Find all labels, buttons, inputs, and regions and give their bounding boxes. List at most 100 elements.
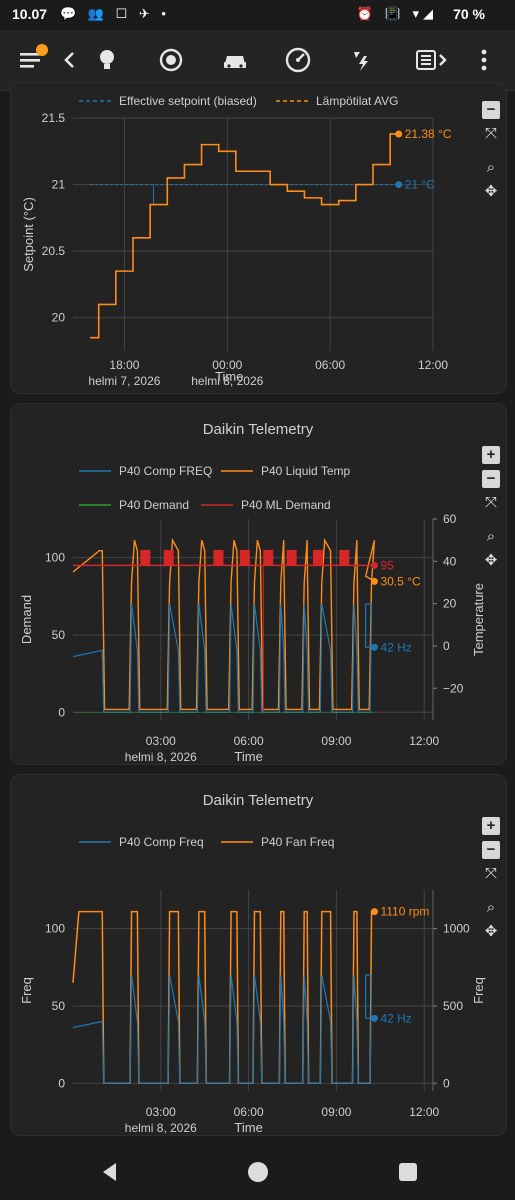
battery-level: 70 % [453, 6, 485, 22]
chevron-left-icon[interactable] [54, 44, 86, 76]
series-ml-demand-spike [339, 549, 350, 566]
chart-title: Daikin Telemetry [203, 792, 314, 809]
zoom-out-button[interactable]: − [482, 470, 500, 488]
x-sublabel: helmi 8, 2026 [125, 1121, 197, 1135]
pan-icon[interactable]: ✥ [484, 552, 498, 569]
series-fan-freq-line [72, 910, 375, 1085]
notification-badge [36, 44, 48, 56]
autoscale-icon[interactable]: ⤧ [484, 865, 497, 882]
android-nav-bar [0, 1145, 515, 1200]
daikin-telemetry-chart-2[interactable]: Daikin Telemetry P40 Comp Freq P40 Fan Fre… [11, 775, 506, 1135]
daikin-telemetry-card-1: Daikin Telemetry P40 Comp FREQ P40 Liquid … [10, 403, 507, 765]
setpoint-chart-card: Effective setpoint (biased) Lämpötilat AV… [10, 82, 507, 394]
legend-label-avg: Lämpötilat AVG [316, 94, 399, 108]
car-icon[interactable] [219, 44, 251, 76]
x-axis-title: Time [234, 749, 262, 764]
telemetry-plot-2[interactable]: Daikin Telemetry P40 Comp Freq P40 Fan Fre… [19, 792, 486, 1135]
y-axis-title: Setpoint (°C) [21, 197, 36, 272]
zoom-in-button[interactable]: + [482, 446, 500, 464]
y2-axis-title: Freq [471, 977, 486, 1004]
y-tick-label: 100 [45, 922, 65, 936]
y-tick-label: 20 [52, 311, 66, 325]
y-tick-label: 21.5 [42, 111, 66, 125]
zoom-icon[interactable]: ⌕ [486, 528, 496, 545]
series-setpoint-marker [395, 181, 403, 189]
setpoint-plot[interactable]: Effective setpoint (biased) Lämpötilat AV… [21, 94, 452, 388]
x-tick-label: 00:00 [212, 358, 242, 372]
series-comp-freq-last-label: 42 Hz [380, 640, 411, 654]
x-tick-label: 09:00 [321, 1105, 351, 1119]
y-tick-label: 50 [52, 999, 66, 1013]
y2-tick-label: 0 [443, 1076, 450, 1090]
pan-icon[interactable]: ✥ [484, 183, 498, 200]
series-liquid-temp-marker [370, 577, 378, 585]
gauge-circle-icon[interactable] [155, 44, 187, 76]
x-tick-label: 06:00 [234, 1105, 264, 1119]
series-ml-demand-marker [370, 561, 378, 569]
x-tick-label: 03:00 [146, 734, 176, 748]
speedometer-icon[interactable] [282, 44, 314, 76]
series-ml-demand-spike [313, 549, 323, 566]
series-ml-demand-spike [239, 549, 250, 566]
more-vert-icon[interactable] [468, 44, 500, 76]
x-tick-label: 12:00 [409, 734, 439, 748]
x-tick-label: 09:00 [321, 734, 351, 748]
series-liquid-temp-line [72, 537, 376, 711]
legend-label-setpoint: Effective setpoint (biased) [119, 94, 257, 108]
series-fan-freq-last-label: 1110 rpm [380, 905, 429, 919]
autoscale-icon[interactable]: ⤧ [484, 125, 497, 142]
zoom-out-button[interactable]: − [482, 101, 500, 119]
setpoint-chart[interactable]: Effective setpoint (biased) Lämpötilat AV… [11, 83, 506, 393]
zoom-in-button[interactable]: + [482, 817, 500, 835]
series-comp-freq-last-label: 42 Hz [380, 1011, 411, 1025]
legend-label: P40 Fan Freq [261, 835, 334, 849]
series-ml-demand-spike [286, 549, 297, 566]
home-icon[interactable] [246, 1160, 270, 1184]
y2-tick-label: 40 [443, 554, 457, 568]
pan-icon[interactable]: ✥ [484, 923, 498, 940]
y2-tick-label: 0 [443, 639, 450, 653]
x-tick-label: 18:00 [109, 358, 139, 372]
x-tick-label: 03:00 [146, 1105, 176, 1119]
series-avg-line [90, 133, 399, 339]
back-icon[interactable] [98, 1160, 122, 1184]
x-sublabel: helmi 7, 2026 [88, 374, 160, 388]
telemetry-plot-1[interactable]: Daikin Telemetry P40 Comp FREQ P40 Liquid … [19, 421, 486, 764]
x-axis-title: Time [234, 1120, 262, 1135]
x-axis-title: Time [215, 369, 243, 384]
series-liquid-temp-last-label: 30.5 °C [380, 574, 420, 588]
series-ml-demand-spike [163, 549, 174, 566]
top-toolbar [0, 30, 515, 91]
y2-tick-label: −20 [443, 681, 464, 695]
zoom-icon[interactable]: ⌕ [486, 899, 496, 916]
notification-icons: 💬 👥 ☐ ✈ • [60, 6, 170, 21]
series-ml-demand-last-label: 95 [380, 558, 394, 572]
series-fan-freq-marker [370, 908, 378, 916]
series-comp-freq-marker [370, 643, 378, 651]
recents-icon[interactable] [396, 1160, 420, 1184]
series-comp-freq-line [72, 603, 375, 713]
y2-tick-label: 1000 [443, 922, 470, 936]
heat-pump-icon[interactable] [412, 44, 447, 76]
y2-tick-label: 60 [443, 512, 457, 526]
autoscale-icon[interactable]: ⤧ [484, 494, 497, 511]
legend-label: P40 Demand [119, 498, 189, 512]
series-ml-demand-spike [140, 549, 151, 566]
x-tick-label: 12:00 [418, 358, 448, 372]
y2-tick-label: 20 [443, 597, 457, 611]
y-tick-label: 0 [58, 705, 65, 719]
menu-icon[interactable] [16, 44, 48, 76]
y-tick-label: 20.5 [42, 244, 66, 258]
zoom-out-button[interactable]: − [482, 841, 500, 859]
y2-axis-title: Temperature [471, 583, 486, 656]
status-bar: 10.07 💬 👥 ☐ ✈ • ⏰ 📳 ▾◢ 70 % [0, 0, 515, 30]
daikin-telemetry-chart-1[interactable]: Daikin Telemetry P40 Comp FREQ P40 Liquid … [11, 404, 506, 764]
legend-label: P40 Liquid Temp [261, 464, 351, 478]
lightbulb-icon[interactable] [91, 44, 123, 76]
weather-flash-icon[interactable] [346, 44, 378, 76]
x-sublabel: helmi 8, 2026 [191, 374, 263, 388]
zoom-icon[interactable]: ⌕ [486, 159, 496, 176]
daikin-telemetry-card-2: Daikin Telemetry P40 Comp Freq P40 Fan Fre… [10, 774, 507, 1136]
x-tick-label: 06:00 [315, 358, 345, 372]
series-ml-demand-spike [263, 549, 274, 566]
